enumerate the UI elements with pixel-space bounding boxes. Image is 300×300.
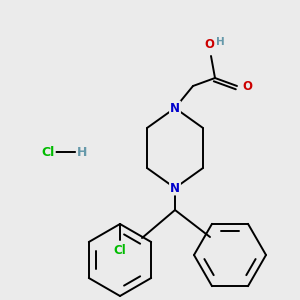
- Text: N: N: [170, 182, 180, 194]
- Text: H: H: [77, 146, 87, 158]
- Text: O: O: [204, 38, 214, 52]
- Text: N: N: [170, 101, 180, 115]
- Text: Cl: Cl: [41, 146, 55, 158]
- Text: H: H: [216, 37, 224, 47]
- Text: Cl: Cl: [114, 244, 126, 256]
- Text: O: O: [242, 80, 252, 92]
